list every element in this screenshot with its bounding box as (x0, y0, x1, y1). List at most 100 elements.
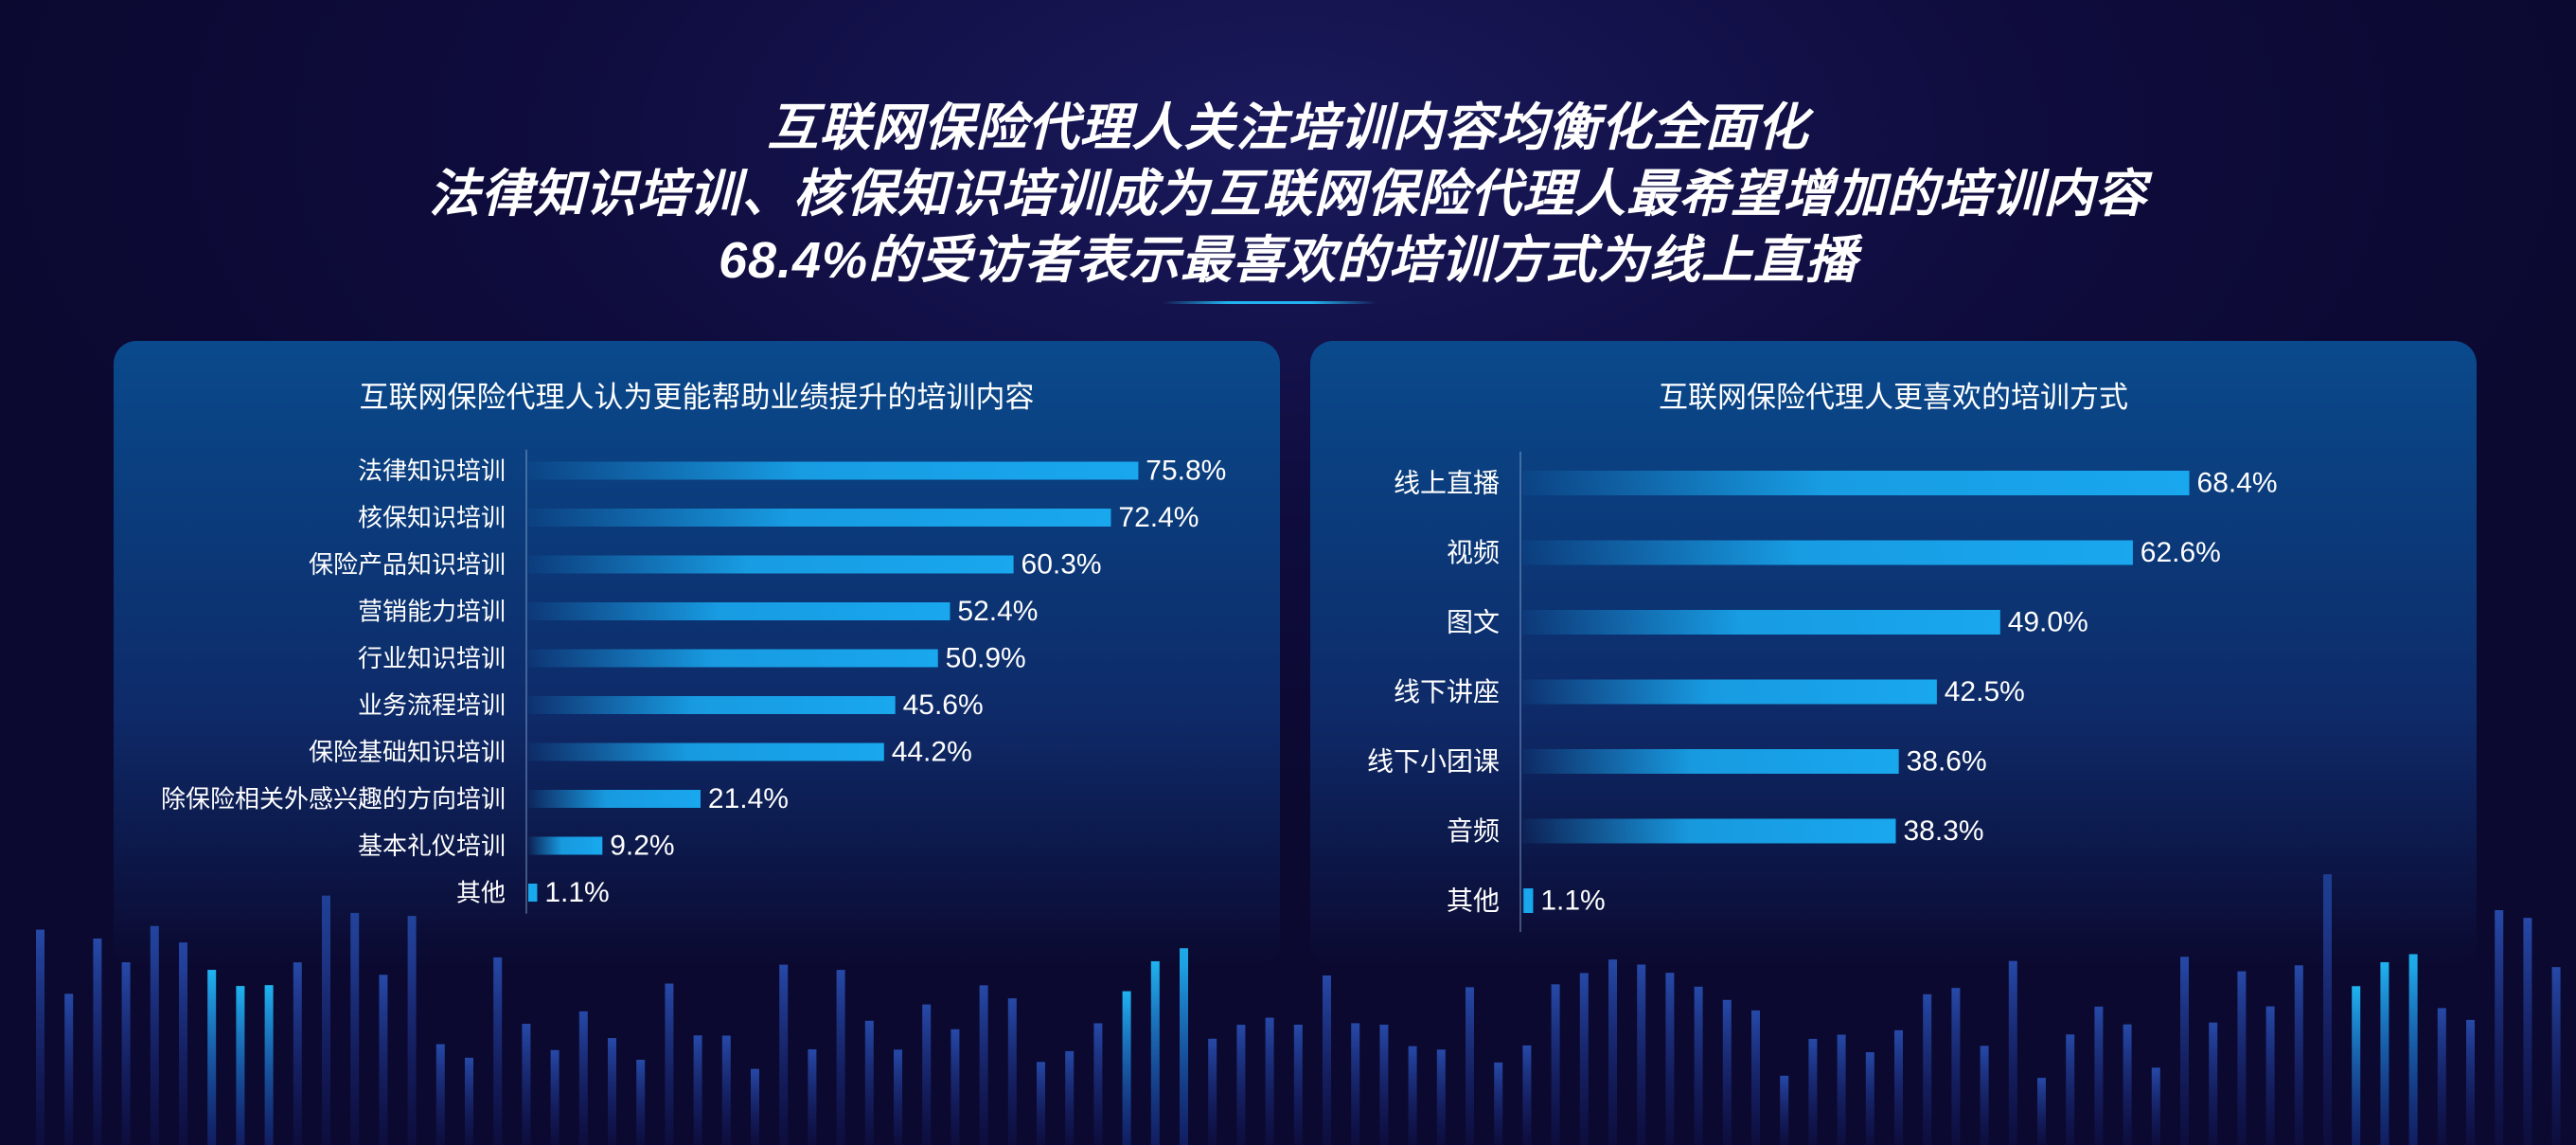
bar-end (593, 836, 603, 855)
value-label: 44.2% (892, 737, 972, 768)
value-label: 1.1% (1540, 886, 1605, 917)
value-label: 9.2% (610, 831, 674, 862)
bar-end (1101, 509, 1111, 527)
bar-end (928, 649, 938, 668)
decorative-bar (808, 1048, 817, 1145)
value-label: 1.1% (544, 877, 609, 908)
decorative-bar (950, 1029, 960, 1145)
category-label: 线下小团课 (1367, 747, 1500, 777)
bar (1522, 610, 2000, 635)
decorative-bar (1522, 1045, 1532, 1145)
decorative-bar (1637, 964, 1646, 1145)
decorative-bar (522, 1024, 531, 1145)
decorative-bar (636, 1060, 646, 1145)
category-label: 线上直播 (1394, 469, 1500, 498)
value-label: 50.9% (946, 643, 1026, 674)
bar (528, 461, 1139, 480)
decorative-bar (2094, 1006, 2104, 1145)
decorative-bar (1551, 984, 1560, 1145)
decorative-bar (608, 1038, 616, 1145)
decorative-bar (751, 1068, 759, 1145)
decorative-bar (1436, 1049, 1446, 1145)
bar (528, 790, 701, 808)
bar-end (874, 742, 884, 761)
category-label: 基本礼仪培训 (358, 832, 506, 860)
decorative-bar (779, 964, 789, 1145)
category-label: 行业知识培训 (358, 644, 506, 672)
value-label: 49.0% (2008, 607, 2088, 638)
headline-line-2: 法律知识培训、核保知识培训成为互联网保险代理人最希望增加的培训内容 (429, 166, 2147, 223)
decorative-bar (2209, 1022, 2218, 1145)
category-label: 法律知识培训 (358, 456, 506, 485)
decorative-bar (1150, 960, 1160, 1145)
decorative-bar (2237, 971, 2247, 1145)
decorative-bar (1980, 1046, 1989, 1145)
decorative-bar (665, 983, 674, 1145)
decorative-bar (1923, 993, 1932, 1145)
decorative-bar (1037, 1062, 1045, 1145)
category-label: 除保险相关外感兴趣的方向培训 (161, 785, 506, 814)
category-label: 线下讲座 (1394, 677, 1500, 707)
decorative-bar (1208, 1038, 1217, 1145)
headline-line-3: 68.4%的受访者表示最喜欢的培训方式为线上直播 (718, 232, 1858, 289)
decorative-bar (36, 929, 44, 1145)
chart-panel-training-method: 互联网保险代理人更喜欢的培训方式 线上直播 68.4% 视频 62.6% 图文 49.0%… (1310, 341, 2477, 966)
decorative-bar (1665, 973, 1675, 1145)
bar-end (885, 696, 896, 714)
category-label: 保险基础知识培训 (309, 738, 506, 766)
decorative-bar (264, 985, 274, 1145)
decorative-bar (1265, 1017, 1274, 1145)
bar (528, 696, 896, 714)
value-label: 75.8% (1146, 456, 1226, 487)
value-label: 45.6% (903, 689, 984, 721)
decorative-bar (465, 1057, 473, 1145)
chart-title-training-method: 互联网保险代理人更喜欢的培训方式 (1659, 381, 2128, 414)
decorative-bar (2008, 960, 2017, 1145)
decorative-bar (93, 938, 102, 1145)
bar (1522, 540, 2133, 565)
bar (528, 836, 603, 855)
category-label: 核保知识培训 (358, 504, 506, 532)
bar-chart-training-content: 法律知识培训 75.8% 核保知识培训 72.4% 保险产品知识培训 60.3% 营销能力培… (161, 449, 1226, 914)
decorative-bar (64, 993, 74, 1145)
category-label: 业务流程培训 (358, 691, 506, 720)
bar-end (1128, 461, 1139, 480)
bar-end (1889, 749, 1899, 774)
value-label: 68.4% (2197, 468, 2278, 499)
category-label: 保险产品知识培训 (309, 550, 506, 579)
decorative-bar (2437, 1008, 2446, 1145)
decorative-bar (1379, 1024, 1389, 1145)
chart-panel-training-content: 互联网保险代理人认为更能帮助业绩提升的培训内容 法律知识培训 75.8% 核保知识培… (114, 341, 1280, 966)
decorative-bar (493, 957, 503, 1145)
decorative-bar (1694, 986, 1703, 1145)
decorative-bar (2294, 965, 2303, 1145)
headline-line-1: 互联网保险代理人关注培训内容均衡化全面化 (767, 99, 1809, 156)
decorative-bar (550, 1049, 560, 1145)
bar-end (528, 884, 538, 902)
decorative-bar (1494, 1062, 1503, 1145)
decorative-bar (293, 962, 302, 1145)
decorative-bar (1093, 1023, 1103, 1145)
decorative-bar (979, 985, 988, 1145)
value-label: 62.6% (2141, 537, 2221, 568)
bar (528, 555, 1014, 574)
category-label: 视频 (1447, 538, 1500, 567)
decorative-bar (864, 1020, 874, 1145)
decorative-bar (836, 970, 845, 1145)
decorative-bar (2265, 1006, 2275, 1145)
decorative-bar (578, 1011, 588, 1145)
decorative-bar (2495, 910, 2504, 1145)
decorative-bar (2551, 967, 2561, 1145)
decorative-bar (2523, 918, 2532, 1145)
bar-end (1927, 679, 1937, 705)
decorative-bar (1751, 1010, 1760, 1145)
decorative-bar (2180, 957, 2189, 1145)
decorative-bar (1808, 1038, 1818, 1145)
bar (1522, 679, 1937, 705)
value-label: 21.4% (708, 783, 789, 814)
decorative-bar (1865, 1052, 1874, 1145)
decorative-bar (1579, 973, 1589, 1145)
decorative-bar (2151, 1067, 2160, 1145)
category-label: 其他 (456, 879, 506, 907)
